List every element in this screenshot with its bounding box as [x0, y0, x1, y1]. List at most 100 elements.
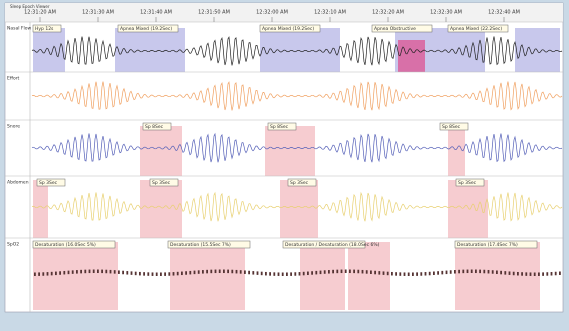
- spo2-dot: [155, 272, 158, 276]
- annotation-label: Apnea Mixed (22.2Sec): [450, 26, 502, 32]
- spo2-dot: [307, 271, 309, 276]
- annotation-tag: [32, 240, 116, 249]
- spo2-dot: [462, 269, 465, 274]
- annotation-label: Apnea Mixed (19.2Sec): [262, 26, 314, 32]
- spo2-dot: [172, 272, 175, 276]
- spo2-dot: [399, 272, 402, 276]
- spo2-dot: [139, 271, 141, 276]
- channel-label: Snore: [7, 124, 20, 130]
- annotation-tag: [282, 240, 366, 249]
- spo2-dot: [59, 271, 61, 275]
- annotation-tag: [167, 240, 251, 249]
- spo2-dot: [46, 272, 49, 276]
- time-label: 12:32:30 AM: [430, 10, 462, 16]
- spo2-dot: [479, 269, 481, 274]
- annotation-label: Sp 3Sec: [39, 180, 58, 186]
- spo2-dot: [416, 272, 418, 276]
- annotation-tag: [287, 178, 317, 187]
- waveform: [31, 132, 563, 163]
- spo2-dot: [403, 272, 406, 276]
- annotation-tag: [117, 24, 179, 33]
- spo2-dot: [382, 271, 385, 275]
- spo2-dot: [386, 271, 389, 276]
- spo2-dot: [235, 269, 238, 274]
- spo2-dot: [315, 270, 318, 275]
- time-ruler: [5, 3, 563, 22]
- spo2-dot: [437, 271, 439, 275]
- spo2-dot: [218, 269, 221, 274]
- spo2-dot: [441, 270, 444, 275]
- spo2-dot: [500, 270, 502, 275]
- annotation-tag: [454, 240, 538, 249]
- row-dividers: [5, 21, 563, 312]
- spo2-dot: [185, 271, 187, 275]
- spo2-dot: [336, 269, 339, 274]
- row1-highlight: [398, 40, 425, 72]
- channel-label: SpO2: [7, 242, 19, 248]
- spo2-dot: [277, 272, 280, 276]
- spo2-dot: [118, 270, 120, 274]
- spo2-dot: [298, 272, 301, 276]
- window-title: Sleep Epoch Viewer: [10, 4, 50, 9]
- spo2-dot: [273, 272, 276, 276]
- annotation-label: Desaturation / Desaturation (18.0Sec 6%): [285, 242, 380, 248]
- spo2-dot: [160, 272, 162, 276]
- annotation-label: Hyp 12s: [35, 26, 54, 32]
- spo2-dot: [206, 269, 208, 274]
- spo2-dot: [147, 272, 150, 276]
- time-label: 12:32:20 AM: [372, 10, 404, 16]
- spo2-dot: [63, 270, 66, 275]
- annotation-tag: [36, 178, 66, 187]
- annotation-label: Sp 8Sec: [442, 124, 461, 130]
- spo2-dot: [361, 269, 364, 274]
- waveform: [31, 191, 563, 222]
- spo2-dot: [517, 271, 519, 276]
- spo2-dot: [407, 272, 410, 276]
- spo2-dot: [176, 271, 179, 276]
- spo2-dot: [294, 272, 297, 276]
- spo2-dot: [252, 271, 255, 275]
- spo2-dot: [151, 272, 154, 276]
- time-label: 12:31:40 AM: [140, 10, 172, 16]
- spo2-dot: [454, 270, 456, 274]
- spo2-dot: [181, 271, 183, 276]
- spo2-dot: [420, 272, 423, 276]
- spo2-dot: [487, 269, 490, 274]
- spo2-dot: [130, 271, 133, 275]
- spo2-dot: [374, 270, 376, 275]
- spo2-dot: [168, 272, 171, 276]
- spo2-dot: [126, 271, 129, 275]
- spo2-dot: [42, 272, 45, 276]
- spo2-dot: [50, 271, 53, 276]
- time-label: 12:32:00 AM: [256, 10, 288, 16]
- annotation-label: Sp 8Sec: [270, 124, 289, 130]
- spo2-dot: [67, 270, 70, 275]
- spo2-dot: [449, 270, 452, 274]
- annotation-tag: [32, 24, 62, 33]
- spo2-dot: [97, 269, 99, 274]
- spo2-dot: [239, 270, 242, 274]
- annotation-label: Sp 3Sec: [152, 180, 171, 186]
- time-label: 12:32:40 AM: [488, 10, 520, 16]
- spo2-dot: [164, 272, 166, 276]
- spo2-dot: [525, 272, 528, 276]
- spo2-dot: [202, 270, 204, 274]
- spo2-dot: [227, 269, 229, 274]
- spo2-dot: [546, 272, 549, 276]
- spo2-dot: [84, 269, 87, 274]
- spo2-dot: [353, 269, 355, 274]
- spo2-dot: [496, 270, 498, 275]
- annotation-tag: [455, 178, 485, 187]
- spo2-dot: [197, 270, 200, 274]
- spo2-dot: [122, 270, 124, 275]
- annotation-label: Sp 3Sec: [290, 180, 309, 186]
- annotation-tag: [259, 24, 321, 33]
- spo2-dot: [559, 271, 561, 275]
- spo2-dot: [340, 269, 343, 274]
- spo2-dot: [412, 272, 414, 276]
- annotation-label: Desaturation (15.5Sec 7%): [170, 242, 231, 248]
- spo2-dot: [34, 272, 36, 276]
- spo2-dot: [529, 272, 532, 276]
- spo2-dot: [365, 270, 368, 274]
